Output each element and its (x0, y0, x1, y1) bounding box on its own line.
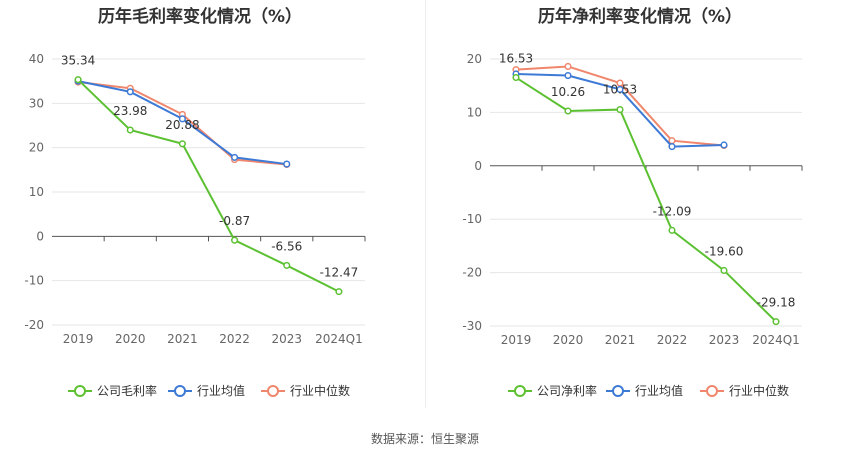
data-source-note: 数据来源：恒生聚源 (370, 432, 479, 446)
net-legend-swatch-marker (706, 385, 718, 397)
net-y-tick-label: -10 (462, 212, 482, 226)
gross-data-label: -0.87 (219, 214, 250, 228)
net-data-point (720, 266, 728, 275)
net-data-point (512, 73, 520, 82)
gross-data-point (335, 288, 343, 296)
gross-chart: -20 -10 0 10 20 30 40 2019 2020 2021 2022 2023 2024Q… (24, 52, 366, 398)
gross-y-tick-label: 0 (36, 229, 44, 243)
net-y-tick-label: -30 (462, 319, 482, 333)
net-x-tick-label: 2021 (605, 333, 636, 347)
gross-data-label: 20.88 (165, 118, 199, 132)
net-y-tick-label: 10 (467, 105, 482, 119)
gross-legend-label: 行业中位数 (290, 383, 350, 398)
net-data-label: 10.26 (551, 85, 585, 99)
net-legend-swatch-marker (514, 385, 526, 397)
net-series-line-0 (515, 76, 777, 323)
gross-legend-label: 公司毛利率 (97, 383, 157, 398)
net-data-label: -19.60 (705, 244, 744, 258)
gross-data-point (178, 115, 186, 123)
net-data-point (720, 141, 728, 149)
net-data-point (668, 143, 676, 151)
gross-data-point (231, 153, 239, 161)
gross-data-point (126, 126, 134, 134)
gross-data-point (178, 140, 186, 148)
net-data-point (668, 137, 676, 145)
net-chart: -30 -20 -10 0 10 20 2019 2020 2021 2022 2023 2024Q1… (462, 52, 803, 398)
net-data-point (616, 79, 624, 87)
net-legend-swatch-marker (612, 385, 624, 397)
net-data-point (564, 107, 572, 115)
gross-y-tick-label: -10 (24, 274, 44, 288)
gross-data-label: -6.56 (271, 239, 302, 253)
gross-x-tick-label: 2020 (115, 332, 146, 346)
net-data-label: -12.09 (653, 204, 692, 218)
gross-legend-swatch-marker (267, 385, 279, 397)
gross-y-tick-label: 30 (29, 96, 44, 110)
gross-data-label: -12.47 (320, 266, 359, 280)
gross-data-point (231, 236, 239, 244)
gross-legend-swatch-marker (174, 385, 186, 397)
net-legend-label: 行业均值 (635, 383, 683, 398)
gross-data-point (283, 261, 291, 269)
gross-legend-label: 行业均值 (197, 383, 245, 398)
net-data-point (616, 106, 624, 114)
net-data-point (564, 62, 572, 71)
net-margin-chart-title: 历年净利率变化情况（%） (537, 7, 743, 27)
net-x-tick-label: 2019 (501, 333, 532, 347)
gross-x-tick-label: 2023 (271, 332, 302, 346)
net-data-point (668, 226, 676, 234)
net-data-label: 10.53 (603, 83, 637, 97)
net-data-label: 16.53 (499, 52, 533, 66)
gross-data-label: 23.98 (113, 104, 147, 118)
net-data-point (564, 72, 572, 80)
gross-y-tick-label: 40 (29, 52, 44, 66)
net-legend-label: 公司净利率 (537, 383, 597, 398)
gross-data-point (283, 160, 291, 168)
gross-margin-chart-title: 历年毛利率变化情况（%） (97, 7, 303, 27)
net-data-label: -29.18 (757, 296, 796, 310)
gross-x-tick-label: 2019 (63, 332, 94, 346)
gross-x-tick-label: 2022 (219, 332, 250, 346)
net-data-point (772, 318, 780, 326)
gross-x-tick-label: 2021 (167, 332, 198, 346)
gross-data-label: 35.34 (61, 54, 95, 68)
net-legend-label: 行业中位数 (729, 383, 789, 398)
net-y-tick-label: 0 (474, 159, 482, 173)
net-y-tick-label: 20 (467, 52, 482, 66)
gross-legend-swatch-marker (74, 385, 86, 397)
net-x-tick-label: 2024Q1 (752, 333, 800, 347)
gross-data-point (126, 88, 134, 96)
gross-y-tick-label: 20 (29, 141, 44, 155)
gross-x-tick-label: 2024Q1 (315, 332, 363, 346)
net-series-line-2 (515, 65, 725, 147)
net-x-tick-label: 2022 (657, 333, 688, 347)
gross-y-tick-label: 10 (29, 185, 44, 199)
chart-divider (425, 0, 426, 408)
net-y-tick-label: -20 (462, 266, 482, 280)
gross-data-point (74, 76, 82, 84)
net-x-tick-label: 2020 (553, 333, 584, 347)
gross-series-line-0 (77, 78, 340, 293)
net-data-point (616, 85, 624, 93)
gross-y-tick-label: -20 (24, 318, 44, 332)
net-x-tick-label: 2023 (709, 333, 740, 347)
